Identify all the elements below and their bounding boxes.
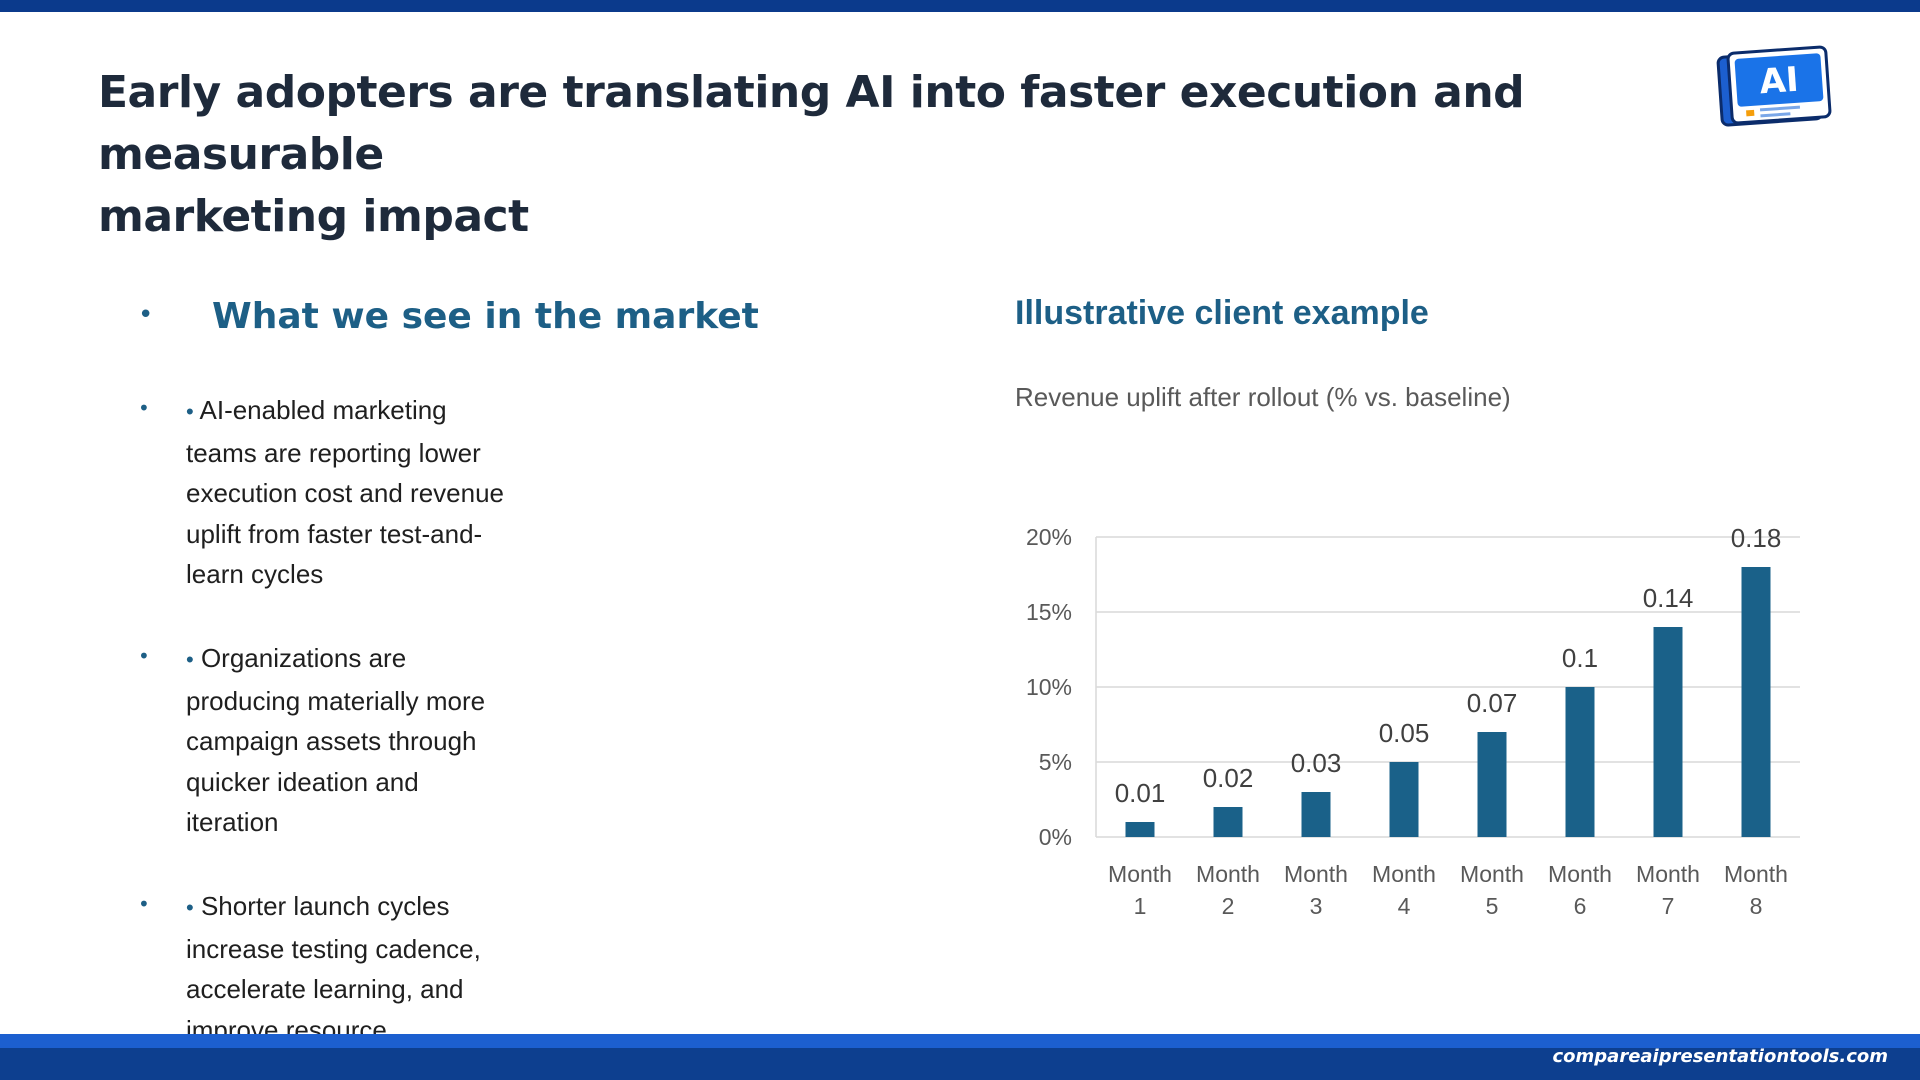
data-label: 0.14 bbox=[1643, 583, 1694, 613]
y-tick-label: 15% bbox=[1026, 599, 1072, 625]
x-tick-label: 5 bbox=[1486, 893, 1499, 919]
footer-url: compareaipresentationtools.com bbox=[1552, 1046, 1889, 1067]
x-tick-label: 3 bbox=[1310, 893, 1323, 919]
inner-bullet-icon: • bbox=[186, 895, 194, 920]
x-tick-label: Month bbox=[1108, 861, 1172, 887]
x-tick-label: Month bbox=[1196, 861, 1260, 887]
bar bbox=[1477, 732, 1507, 837]
data-label: 0.07 bbox=[1467, 688, 1518, 718]
data-label: 0.1 bbox=[1562, 643, 1598, 673]
x-tick-label: 1 bbox=[1134, 893, 1147, 919]
x-tick-label: 7 bbox=[1662, 893, 1675, 919]
x-tick-label: Month bbox=[1460, 861, 1524, 887]
section-heading: What we see in the market bbox=[212, 296, 759, 337]
inner-bullet-icon: • bbox=[186, 399, 194, 424]
x-tick-label: Month bbox=[1372, 861, 1436, 887]
data-label: 0.02 bbox=[1203, 763, 1254, 793]
bar bbox=[1213, 807, 1243, 837]
revenue-uplift-bar-chart: 0% 5% 10% 15% 20% 0.01 Month 1 0.02 Month 2 0.03 Mon… bbox=[1026, 523, 1800, 919]
x-tick-label: 8 bbox=[1750, 893, 1763, 919]
data-label: 0.03 bbox=[1291, 748, 1342, 778]
bar bbox=[1741, 567, 1771, 837]
list-item-1: • AI-enabled marketing teams are reporti… bbox=[186, 395, 504, 589]
x-tick-label: 2 bbox=[1222, 893, 1235, 919]
data-label: 0.01 bbox=[1115, 778, 1166, 808]
inner-bullet-icon: • bbox=[186, 647, 194, 672]
bar bbox=[1565, 687, 1595, 837]
slide-title: Early adopters are translating AI into f… bbox=[98, 62, 1618, 248]
y-tick-label: 0% bbox=[1039, 824, 1072, 850]
bar bbox=[1301, 792, 1331, 837]
bar bbox=[1389, 762, 1419, 837]
footer-band-accent bbox=[0, 1034, 1920, 1048]
chart-title: Illustrative client example bbox=[1015, 294, 1429, 332]
x-tick-label: 4 bbox=[1398, 893, 1411, 919]
list-item-2: • Organizations are producing materially… bbox=[186, 643, 486, 837]
top-accent-bar bbox=[0, 0, 1920, 12]
bar bbox=[1125, 822, 1155, 837]
x-tick-label: Month bbox=[1724, 861, 1788, 887]
list-bullet-1: • bbox=[138, 396, 150, 420]
list-bullet-2: • bbox=[138, 644, 150, 668]
slide-title-line-1: Early adopters are translating AI into f… bbox=[98, 67, 1525, 180]
logo-text: AI bbox=[1758, 60, 1800, 103]
x-tick-label: 6 bbox=[1574, 893, 1587, 919]
list-bullet-3: • bbox=[138, 892, 150, 916]
bar bbox=[1653, 627, 1683, 837]
data-label: 0.18 bbox=[1731, 523, 1782, 553]
x-tick-label: Month bbox=[1636, 861, 1700, 887]
section-bullet: • bbox=[138, 300, 154, 330]
data-label: 0.05 bbox=[1379, 718, 1430, 748]
chart-subtitle: Revenue uplift after rollout (% vs. base… bbox=[1015, 382, 1511, 412]
ai-logo-icon: AI bbox=[1716, 45, 1832, 127]
x-tick-label: Month bbox=[1548, 861, 1612, 887]
slide-title-line-2: marketing impact bbox=[98, 191, 529, 242]
y-tick-label: 5% bbox=[1039, 749, 1072, 775]
y-tick-label: 20% bbox=[1026, 524, 1072, 550]
y-tick-label: 10% bbox=[1026, 674, 1072, 700]
x-tick-label: Month bbox=[1284, 861, 1348, 887]
